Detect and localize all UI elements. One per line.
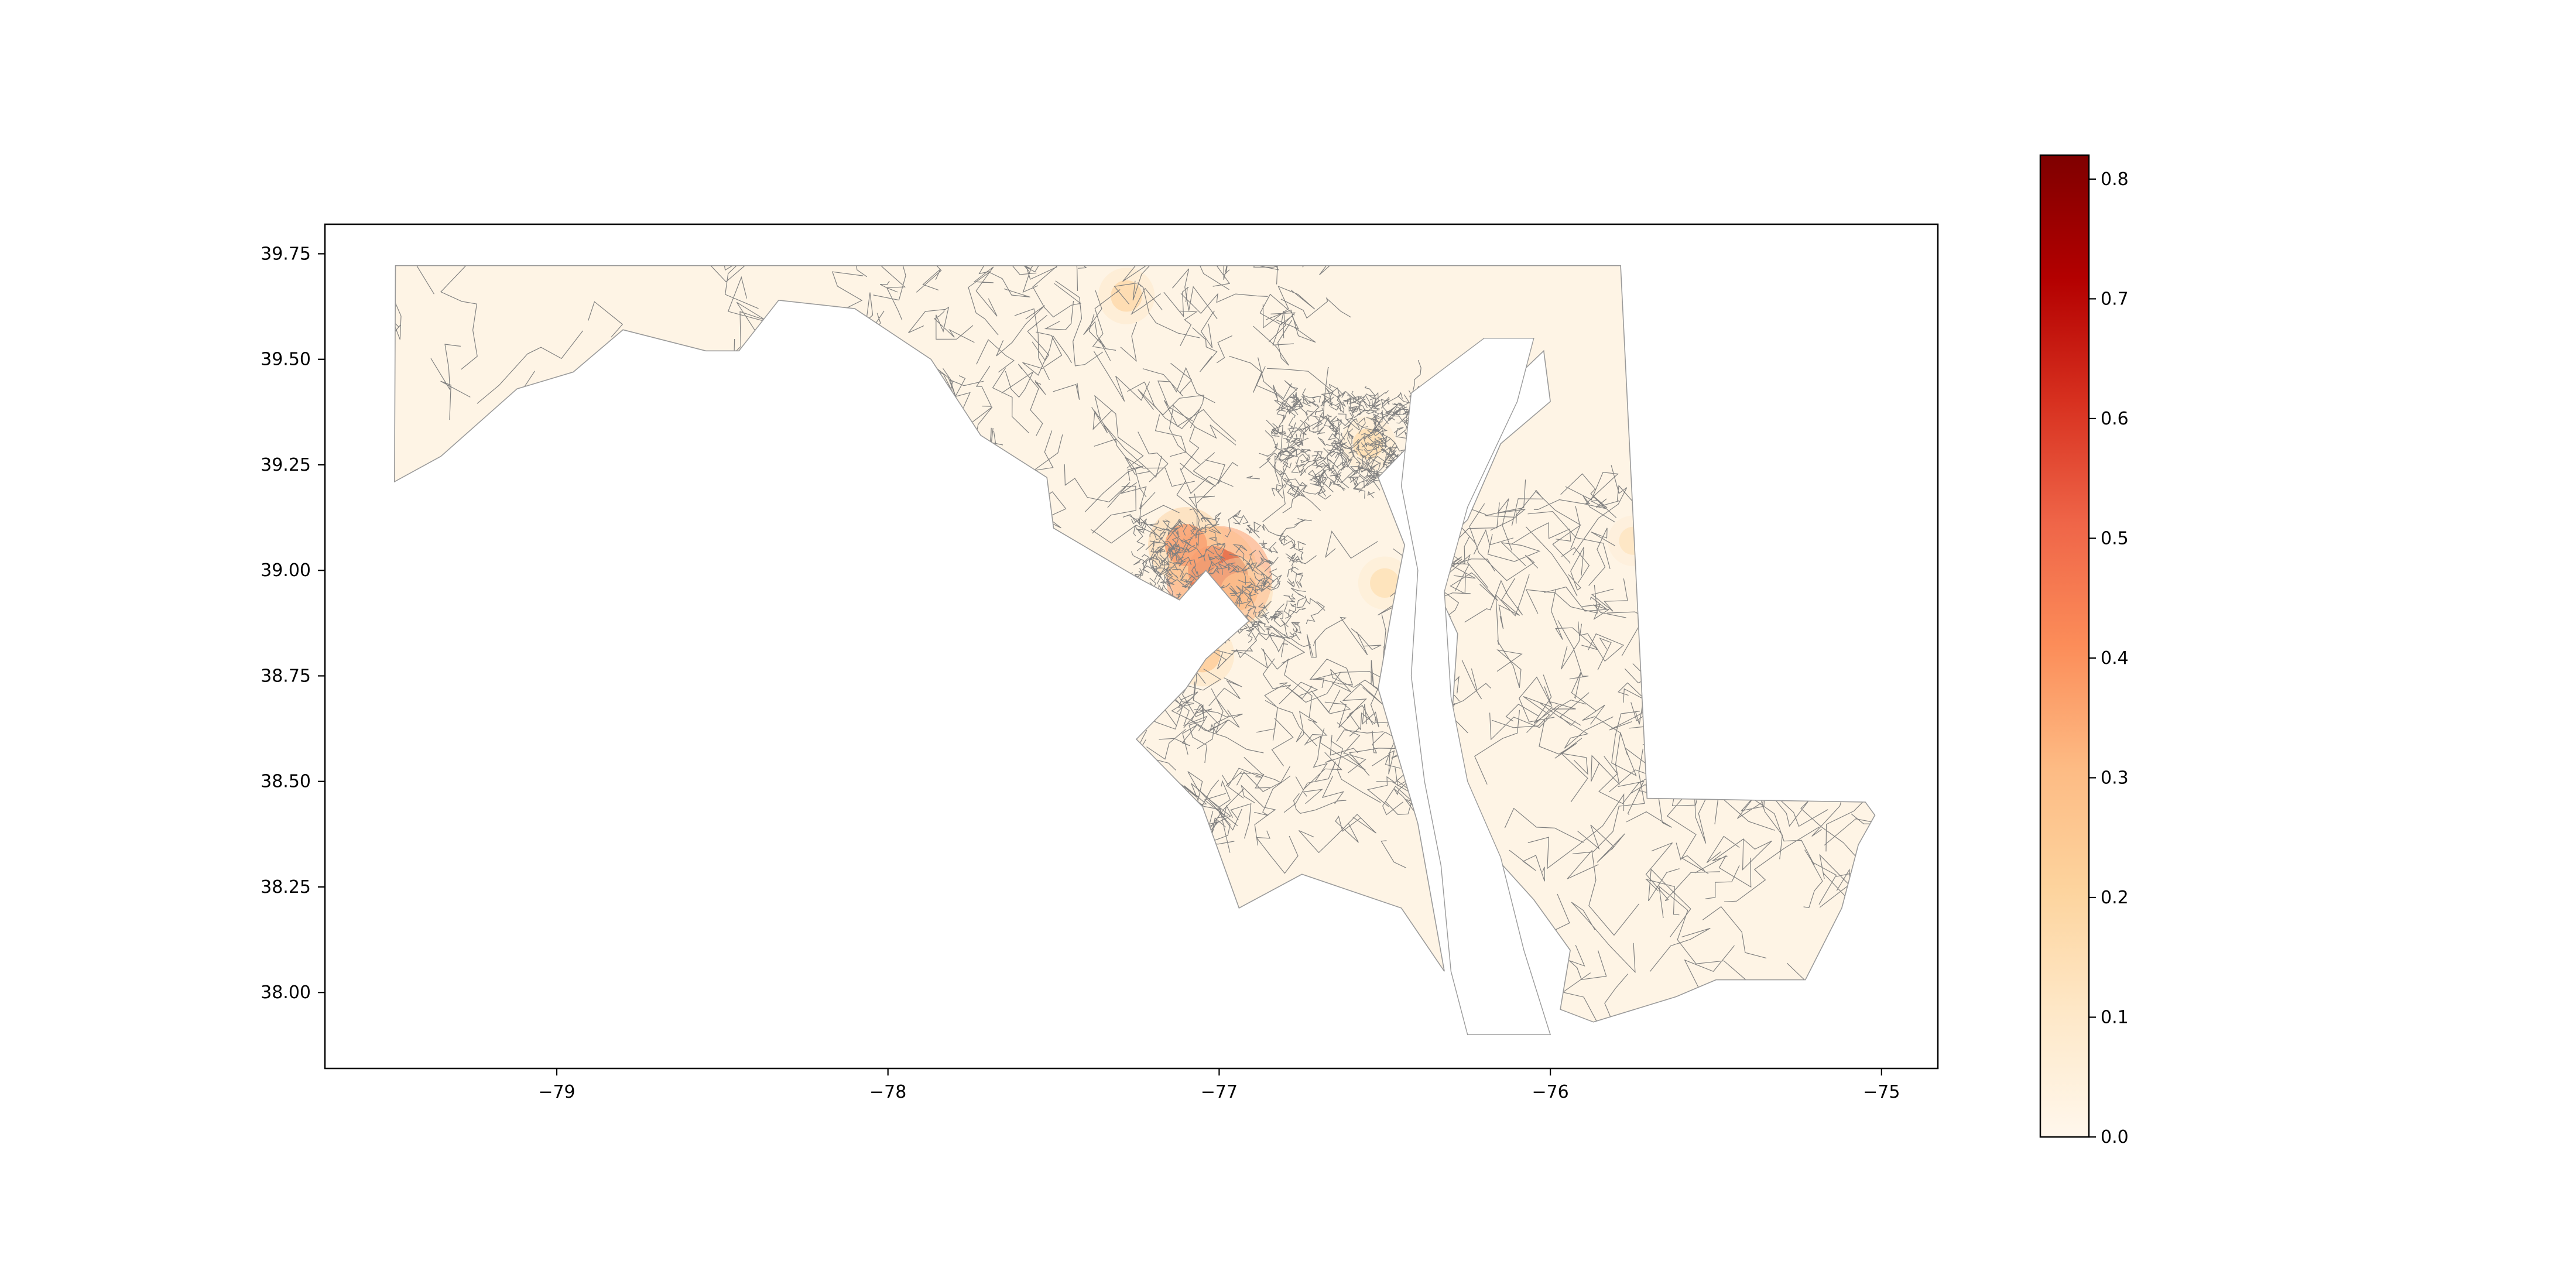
- colorbar: 0.0 0.1 0.2 0.3 0.4 0.5 0.6 0.7 0.8: [2039, 154, 2129, 1147]
- x-tick-label: −75: [1863, 1082, 1900, 1102]
- y-tick-label: 38.25: [261, 877, 311, 898]
- colorbar-tick-label: 0.6: [2101, 409, 2129, 429]
- y-axis-ticks: 38.00 38.25 38.50 38.75 39.00 39.25 39.50 39.75: [261, 244, 325, 1003]
- colorbar-gradient: [2039, 154, 2090, 1138]
- y-tick-label: 38.75: [261, 666, 311, 686]
- y-tick-label: 39.75: [261, 244, 311, 264]
- colorbar-tick-label: 0.1: [2101, 1007, 2129, 1027]
- state-fill: [394, 265, 1875, 1022]
- x-tick-label: −77: [1201, 1082, 1238, 1102]
- y-tick-label: 38.50: [261, 772, 311, 792]
- hotspot: [1370, 568, 1400, 598]
- hotspot-halo: [1205, 557, 1273, 625]
- colorbar-tick-label: 0.3: [2101, 768, 2129, 788]
- y-tick-label: 39.50: [261, 350, 311, 370]
- colorbar-tick-label: 0.2: [2101, 888, 2129, 908]
- axes-frame: [324, 223, 1939, 1070]
- map-axes: −79 −78 −77 −76 −75 38.00 38.25 38.50 38.75 39.0…: [261, 223, 1939, 1102]
- state-outline: [393, 265, 1876, 1023]
- colorbar-tick-label: 0.0: [2101, 1127, 2129, 1147]
- colorbar-tick-label: 0.4: [2101, 648, 2129, 669]
- hotspot-halo: [1098, 268, 1155, 324]
- x-tick-label: −76: [1532, 1082, 1568, 1102]
- x-tick-label: −79: [538, 1082, 575, 1102]
- hotspot-halo: [1171, 623, 1235, 687]
- x-axis-ticks: −79 −78 −77 −76 −75: [538, 1068, 1900, 1102]
- colorbar-tick-label: 0.5: [2101, 528, 2129, 549]
- bay-water: [1400, 338, 1551, 1035]
- x-tick-label: −78: [869, 1082, 906, 1102]
- colorbar-ticks: 0.0 0.1 0.2 0.3 0.4 0.5 0.6 0.7 0.8: [2089, 169, 2129, 1147]
- y-tick-label: 38.00: [261, 982, 311, 1003]
- colorbar-tick-label: 0.8: [2101, 169, 2129, 190]
- tract-lines: [1492, 701, 1875, 1022]
- map-layer: [393, 265, 1876, 1035]
- hotspot-halo: [1358, 556, 1412, 610]
- y-tick-label: 39.25: [261, 455, 311, 475]
- colorbar-tick-label: 0.7: [2101, 289, 2129, 309]
- tract-lines: [833, 265, 1351, 608]
- hotspot: [1352, 428, 1383, 459]
- y-tick-label: 39.00: [261, 560, 311, 581]
